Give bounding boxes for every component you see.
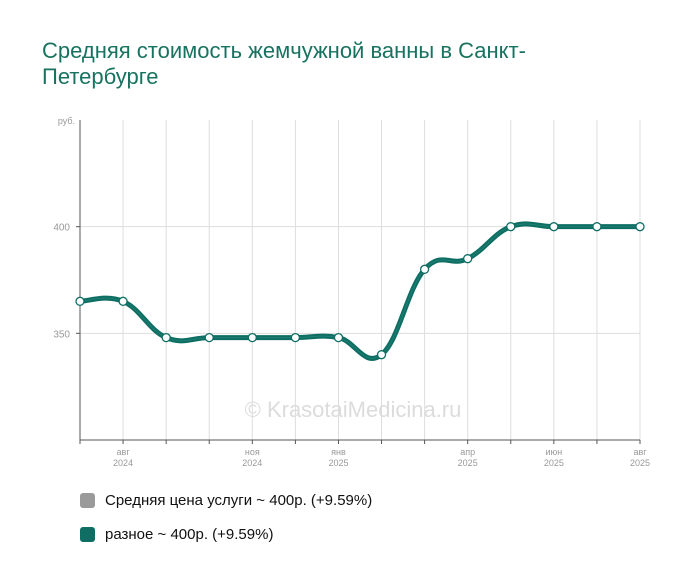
data-point [463, 254, 473, 264]
x-tick-label-year: 2025 [458, 458, 478, 468]
x-tick-label-month: июн [545, 447, 562, 457]
y-axis-ticks: руб. 350 400 [53, 116, 80, 340]
data-point [118, 296, 128, 306]
y-tick-label: 350 [53, 329, 70, 340]
data-point [290, 332, 301, 343]
x-tick-label-month: ноя [245, 447, 260, 457]
x-tick-label-month: авг [633, 447, 647, 457]
y-axis-unit-label: руб. [58, 116, 75, 126]
data-point [204, 332, 214, 343]
data-point [161, 332, 171, 343]
legend-item-misc[interactable]: разное ~ 400р. (+9.59%) [80, 524, 372, 544]
legend-swatch-misc [80, 526, 95, 542]
legend-label-average: Средняя цена услуги ~ 400р. (+9.59%) [105, 491, 373, 509]
axes [79, 120, 640, 441]
data-point [247, 332, 257, 343]
legend-swatch-average [80, 492, 95, 508]
chart-title: Средняя стоимость жемчужной ванны в Санк… [42, 38, 526, 89]
data-point [635, 222, 645, 232]
data-point [549, 222, 559, 232]
x-tick-label-month: янв [331, 447, 346, 457]
grid-lines [80, 120, 641, 440]
x-tick-label-year: 2025 [328, 458, 348, 468]
x-tick-label-year: 2025 [630, 458, 650, 468]
x-tick-label-year: 2024 [113, 458, 133, 468]
legend: Средняя цена услуги ~ 400р. (+9.59%) раз… [80, 490, 372, 558]
data-point [376, 350, 387, 360]
legend-item-average[interactable]: Средняя цена услуги ~ 400р. (+9.59%) [80, 490, 372, 510]
x-tick-label-month: апр [460, 447, 475, 457]
x-axis-ticks: авг2024ноя2024янв2025апр2025июн2025авг20… [79, 440, 650, 468]
data-point [75, 296, 85, 306]
watermark: © KrasotaiMedicina.ru [245, 397, 462, 422]
series-group [77, 221, 643, 361]
x-tick-label-month: авг [117, 447, 131, 457]
data-point [506, 222, 516, 232]
data-points [75, 222, 645, 360]
legend-label-misc: разное ~ 400р. (+9.59%) [105, 525, 274, 543]
x-tick-label-year: 2025 [544, 458, 564, 468]
x-tick-label-year: 2024 [242, 458, 262, 468]
y-tick-label: 400 [53, 223, 70, 234]
data-point [333, 332, 344, 343]
data-point [592, 222, 602, 232]
data-point [419, 264, 430, 274]
series-line-highlight [79, 223, 640, 359]
